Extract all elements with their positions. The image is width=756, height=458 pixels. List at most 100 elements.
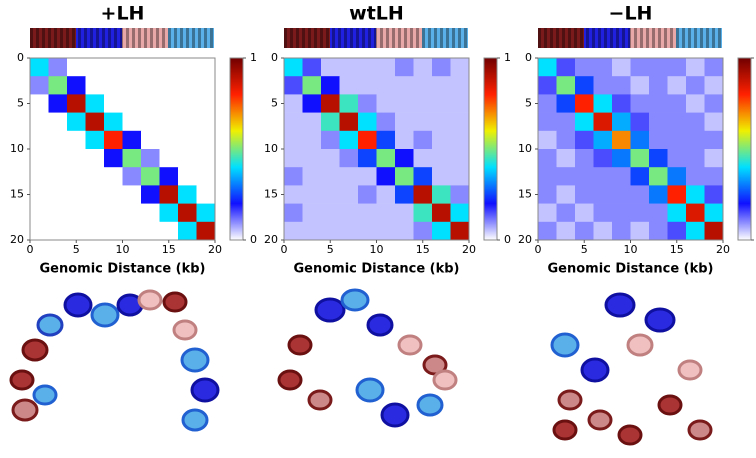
x-tick-label: 0 [535, 243, 542, 256]
heatmap-cell [159, 58, 179, 77]
heatmap-cell [413, 185, 433, 204]
heatmap-cell [141, 149, 160, 168]
heatmap-cell [450, 167, 470, 186]
heatmap-cell [450, 94, 470, 113]
heatmap-cell [85, 149, 105, 168]
heatmap-cell [556, 203, 576, 223]
heatmap-cell [612, 58, 631, 77]
heatmap-cell [321, 58, 340, 77]
heatmap-cell [48, 221, 68, 241]
heatmap-cell [538, 76, 557, 95]
y-tick-label: 20 [264, 233, 278, 246]
heatmap-cell [538, 112, 557, 132]
x-axis-label: Genomic Distance (kb) [39, 262, 205, 277]
heatmap-cell [67, 167, 86, 186]
heatmap-cell [686, 58, 705, 77]
heatmap-cell [302, 76, 322, 95]
heatmap-cell [159, 185, 179, 204]
y-tick-label: 5 [525, 97, 532, 110]
heatmap-cell [339, 203, 359, 223]
fiber-strips [30, 28, 722, 48]
heatmap-cell [104, 221, 123, 241]
heatmap-cell [704, 185, 724, 204]
x-tick-label: 20 [462, 243, 476, 256]
heatmap-cell [339, 94, 359, 113]
heatmap-cell [284, 185, 303, 204]
heatmap-cell [302, 58, 322, 77]
heatmap-cell [704, 76, 724, 95]
heatmap-cell [413, 112, 433, 132]
heatmap-cell [30, 203, 49, 223]
heatmap-cell [122, 94, 142, 113]
heatmap-cell [556, 58, 576, 77]
heatmap-cell [159, 149, 179, 168]
heatmap-cell [48, 58, 68, 77]
heatmap-cell [85, 185, 105, 204]
x-tick-label: 15 [670, 243, 684, 256]
heatmap-cell [649, 130, 668, 150]
heatmap-cell [178, 130, 197, 150]
x-tick-label: 15 [162, 243, 176, 256]
heatmap-cell [395, 149, 414, 168]
heatmap-cell [450, 130, 470, 150]
heatmap-cell [196, 149, 216, 168]
heatmap-cell [141, 94, 160, 113]
y-tick-label: 5 [271, 97, 278, 110]
heatmap-cell [321, 167, 340, 186]
heatmap-cell [704, 58, 724, 77]
heatmap-cell [141, 76, 160, 95]
heatmap-cell [178, 76, 197, 95]
heatmap-cell [667, 112, 687, 132]
heatmap-cell [48, 76, 68, 95]
heatmap-cell [85, 112, 105, 132]
heatmap-cell [67, 58, 86, 77]
x-tick-label: 10 [116, 243, 130, 256]
heatmap-cell [575, 149, 594, 168]
heatmap-cell [85, 94, 105, 113]
heatmap-cell [593, 58, 613, 77]
heatmap-cell [122, 58, 142, 77]
heatmap-cell [67, 76, 86, 95]
heatmap-cell [302, 149, 322, 168]
heatmap-cell [432, 185, 451, 204]
y-tick-label: 20 [10, 233, 24, 246]
heatmap-cell [30, 58, 49, 77]
heatmap-cell [141, 58, 160, 77]
heatmap-cell [30, 167, 49, 186]
heatmap-cell [376, 167, 396, 186]
heatmap-cell [85, 203, 105, 223]
heatmap-cell [30, 76, 49, 95]
heatmap-cell [450, 58, 470, 77]
colorbar [483, 57, 498, 241]
heatmap-cell [104, 58, 123, 77]
heatmap-cell [686, 221, 705, 241]
heatmap-cell [630, 112, 650, 132]
heatmap-cell [538, 167, 557, 186]
heatmap-cell [178, 185, 197, 204]
heatmap-cell [30, 112, 49, 132]
heatmap-cell [48, 185, 68, 204]
heatmap-cell [612, 221, 631, 241]
heatmap-cell [104, 112, 123, 132]
heatmap-cell [85, 76, 105, 95]
heatmap-cell [395, 112, 414, 132]
y-tick-label: 0 [525, 51, 532, 64]
heatmap-cell [284, 167, 303, 186]
heatmap-cell [667, 221, 687, 241]
heatmap-cell [48, 94, 68, 113]
heatmap-cell [376, 221, 396, 241]
heatmap-cell [649, 112, 668, 132]
heatmap-cell [178, 112, 197, 132]
heatmap-cell [593, 76, 613, 95]
heatmap-cell [686, 130, 705, 150]
y-tick-label: 20 [518, 233, 532, 246]
colorbar [737, 57, 752, 241]
heatmap-cell [284, 149, 303, 168]
heatmap-cell [667, 58, 687, 77]
heatmap-cell [141, 167, 160, 186]
heatmap-cell [556, 167, 576, 186]
y-tick-label: 10 [518, 142, 532, 155]
x-axis-label: Genomic Distance (kb) [293, 262, 459, 277]
heatmap-cell [630, 58, 650, 77]
heatmap-cell [612, 185, 631, 204]
